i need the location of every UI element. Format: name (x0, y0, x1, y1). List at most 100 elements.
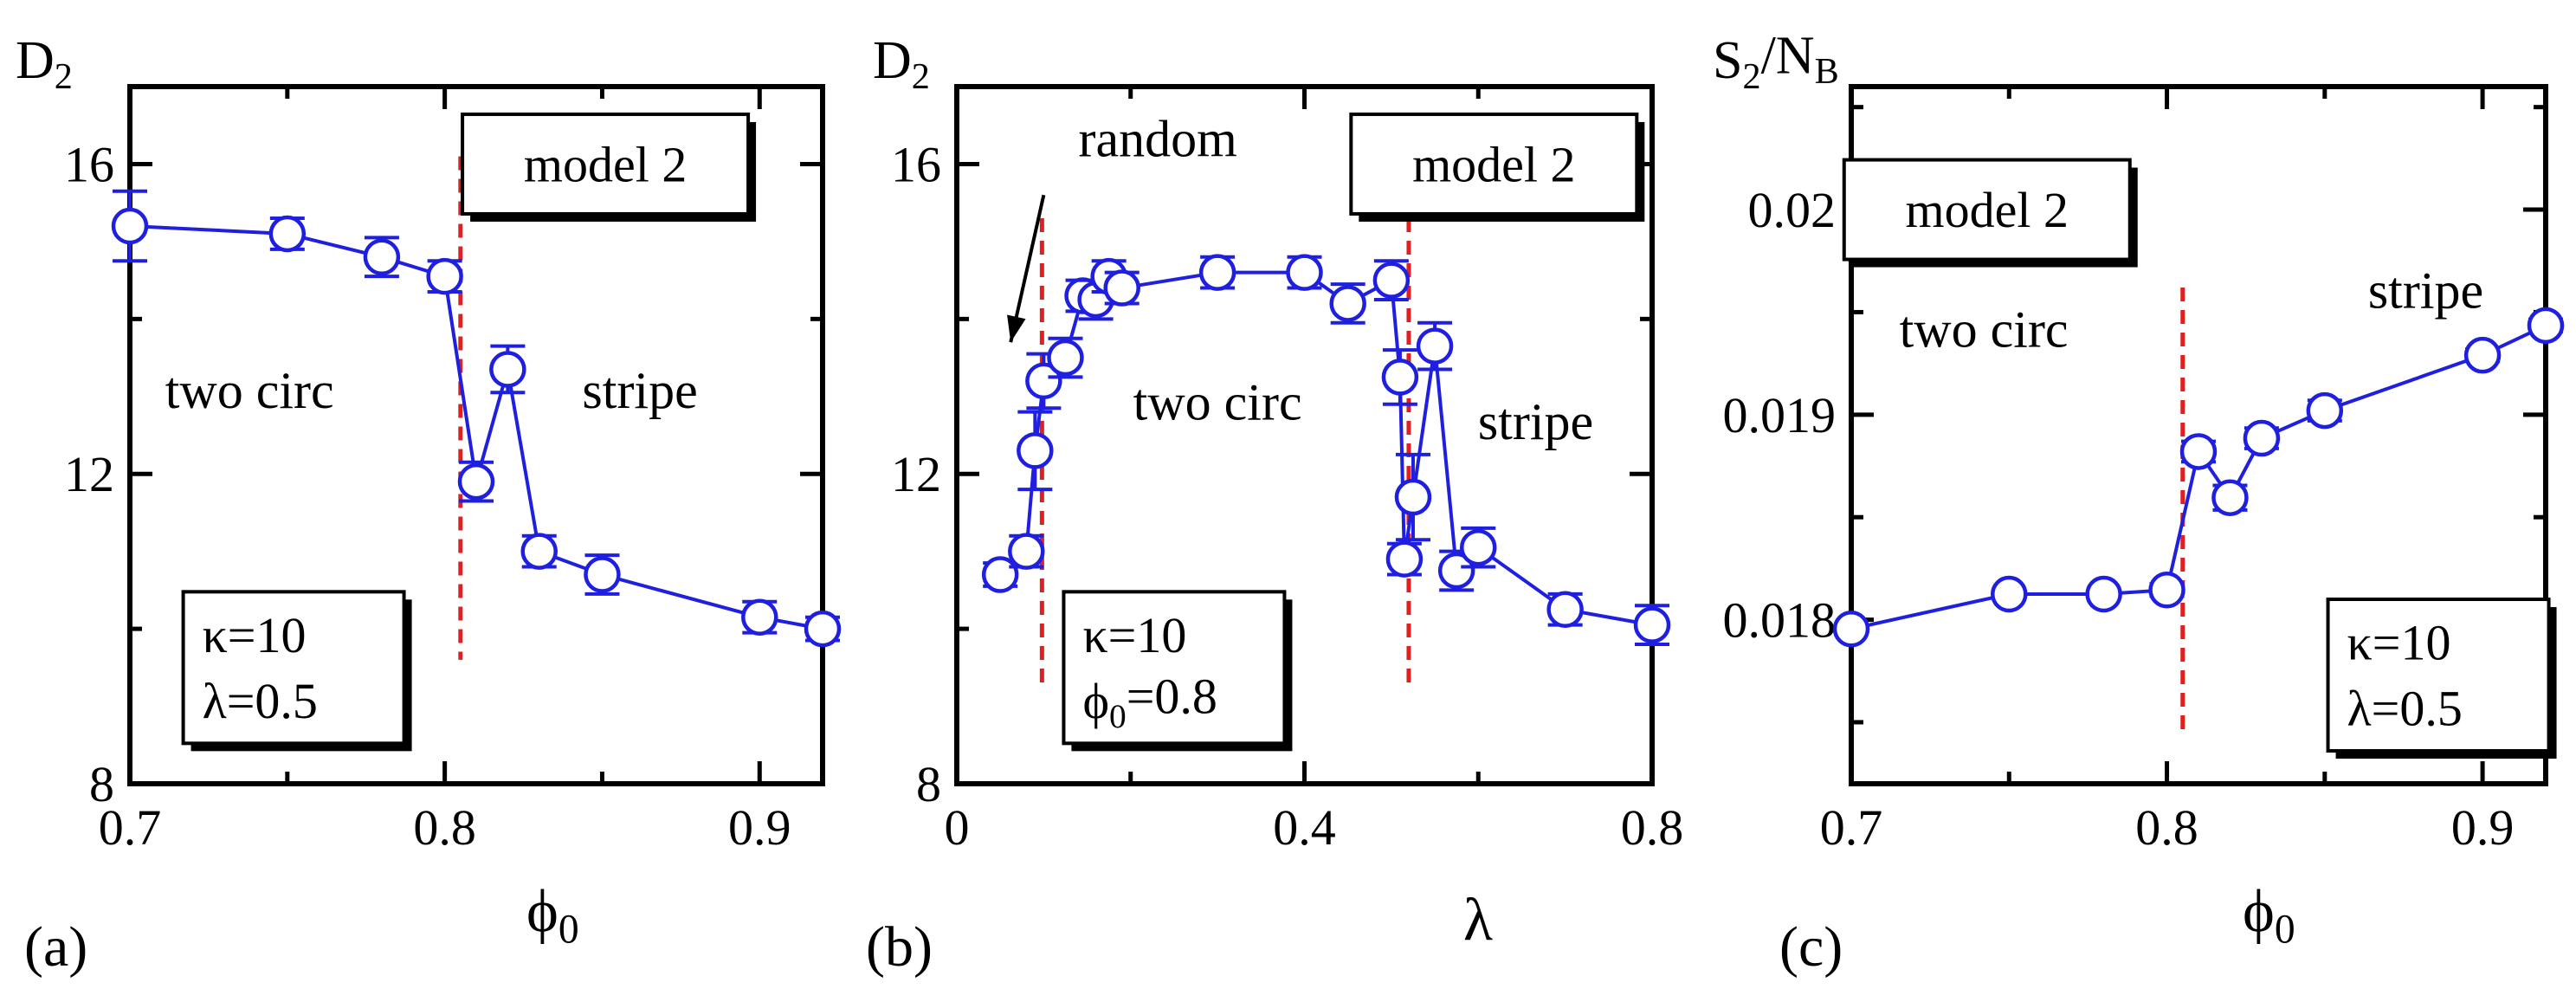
y-tick-label: 12 (891, 446, 941, 502)
x-tick-label: 0.8 (413, 799, 476, 856)
x-axis-label-main: ϕ (2243, 878, 2275, 945)
parameter-line-1-main: κ=10 (1082, 607, 1186, 663)
data-point (804, 610, 842, 648)
model-box: model 2 (1842, 158, 2138, 268)
x-tick-label: 0.8 (2135, 799, 2198, 856)
y-axis-label: D2 (16, 31, 73, 97)
data-point (1198, 254, 1236, 291)
y-axis-label-sub: B (1815, 51, 1839, 92)
data-point (2306, 391, 2344, 430)
region-label: two circ (165, 362, 334, 419)
parameter-box: κ=10 λ=0.5 (2326, 598, 2557, 760)
parameter-line-2-main: λ=0.5 (2347, 681, 2463, 737)
data-point (1025, 362, 1062, 400)
parameter-line-1: κ=10 (203, 607, 307, 663)
parameter-box: κ=10 λ=0.5 (181, 590, 412, 752)
y-tick-label: 0.018 (1723, 592, 1837, 649)
data-point (1286, 254, 1323, 291)
x-axis-label-main: λ (1463, 887, 1493, 953)
x-tick-label: 0.4 (1273, 799, 1336, 856)
data-point (1372, 262, 1411, 299)
data-point (1008, 533, 1045, 570)
y-tick-label: 16 (891, 136, 941, 192)
y-axis-label-main: /N (1761, 26, 1815, 85)
model-box-label: model 2 (524, 136, 687, 192)
data-point (1437, 552, 1475, 590)
data-point (2085, 575, 2122, 613)
data-point (2179, 433, 2218, 470)
data-point (2527, 307, 2565, 345)
region-label: stripe (1478, 393, 1593, 450)
y-axis-label-main: S (1713, 31, 1742, 90)
data-point (426, 257, 463, 295)
data-point (2463, 336, 2502, 374)
data-point (2148, 572, 2185, 609)
data-point (268, 215, 307, 253)
data-point (1394, 478, 1432, 516)
parameter-box: κ=10 ϕ0=0.8 (1062, 590, 1293, 752)
region-label: stripe (2368, 262, 2483, 320)
data-point (1460, 528, 1497, 566)
data-point (1633, 606, 1671, 643)
data-point (489, 351, 526, 388)
data-point (1991, 575, 2028, 613)
y-tick-label: 8 (916, 756, 941, 812)
x-axis-label: λ (1463, 887, 1493, 953)
y-axis-label: D2 (873, 31, 930, 97)
data-point (1385, 540, 1424, 578)
parameter-line-1: κ=10 (1082, 607, 1186, 663)
data-point (1832, 610, 1870, 648)
data-point (1047, 339, 1084, 377)
region-label: two circ (1133, 374, 1302, 431)
data-point (1329, 285, 1366, 322)
data-point (981, 556, 1019, 593)
y-axis-label: S2/NB (1713, 26, 1839, 96)
parameter-line-2: ϕ0=0.8 (1082, 669, 1217, 735)
parameter-line-2-sub: 0 (1109, 697, 1127, 735)
y-tick-label: 0.019 (1723, 387, 1837, 443)
data-point (2243, 419, 2281, 457)
x-axis-label-sub: 0 (558, 907, 579, 952)
data-point (584, 556, 621, 593)
x-axis-label-sub: 0 (2275, 907, 2295, 952)
series-line (129, 224, 823, 631)
parameter-line-2: λ=0.5 (203, 673, 318, 729)
series-line (1850, 324, 2547, 631)
y-axis-label-main: D (16, 31, 55, 90)
data-point (457, 462, 495, 501)
parameter-line-2: λ=0.5 (2347, 681, 2463, 737)
plot-frame (1849, 84, 2548, 786)
x-axis-label: ϕ0 (2243, 878, 2295, 952)
model-box-label: model 2 (1412, 136, 1575, 192)
data-point (1416, 327, 1454, 365)
plot-frame (127, 84, 825, 786)
panel-label: (a) (24, 915, 87, 979)
panel-label: (c) (1779, 915, 1843, 979)
model-box: model 2 (461, 112, 757, 222)
y-tick-label: 16 (64, 136, 114, 192)
data-point (520, 533, 558, 570)
x-axis-label: ϕ0 (526, 878, 579, 952)
model-box: model 2 (1349, 112, 1645, 222)
x-tick-label: 0.8 (1621, 799, 1684, 856)
data-point (1381, 359, 1419, 396)
x-tick-label: 0.7 (1820, 799, 1883, 856)
data-point (1103, 269, 1140, 307)
x-tick-label: 0.9 (2451, 799, 2515, 856)
data-point (363, 238, 401, 276)
parameter-line-1-main: κ=10 (203, 607, 307, 663)
parameter-line-1-main: κ=10 (2347, 615, 2451, 671)
y-axis-label-main: D (873, 31, 912, 90)
region-label: stripe (582, 362, 697, 419)
panel-b: 0 0.4 0.8 8 12 16 D2 λ (b) two circ stripe random mo… (866, 31, 1683, 979)
y-axis-label-sub: 2 (912, 56, 930, 97)
arrow-label: random (1079, 111, 1237, 168)
y-tick-label: 8 (89, 756, 114, 812)
parameter-line-2-main: =0.8 (1127, 669, 1217, 725)
data-point (1546, 591, 1584, 628)
parameter-line-2-main: ϕ (1082, 673, 1109, 729)
parameter-line-2-main: λ=0.5 (203, 673, 318, 729)
